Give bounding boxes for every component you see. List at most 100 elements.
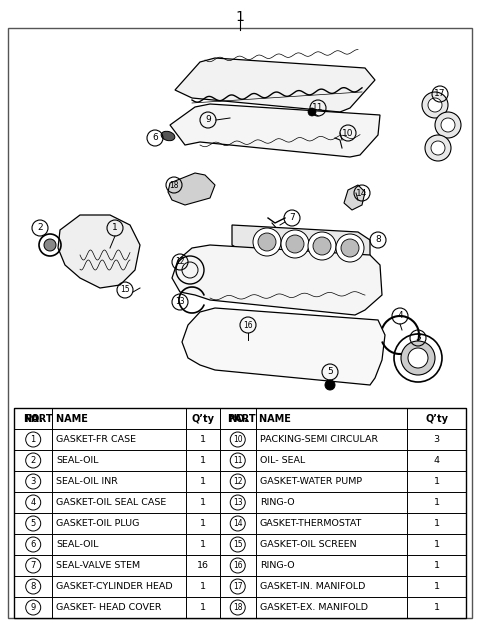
Text: 12: 12 [233,477,242,486]
Text: 2: 2 [37,223,43,232]
Text: PART NAME: PART NAME [228,414,291,424]
Text: 3: 3 [415,334,421,342]
Text: 16: 16 [243,321,253,329]
Text: 9: 9 [31,603,36,612]
Text: 1: 1 [200,435,206,444]
Text: 4: 4 [31,498,36,507]
Text: 16: 16 [197,561,209,570]
Polygon shape [168,173,215,205]
Text: 1: 1 [236,10,244,24]
Circle shape [428,98,442,112]
Text: 13: 13 [233,498,242,507]
Text: 17: 17 [233,582,242,591]
Text: 18: 18 [233,603,242,612]
Text: 1: 1 [112,223,118,232]
Text: 5: 5 [327,367,333,376]
Circle shape [44,239,56,251]
Polygon shape [344,185,365,210]
Circle shape [336,234,364,262]
Polygon shape [232,225,370,260]
Text: GASKET-THERMOSTAT: GASKET-THERMOSTAT [260,519,362,528]
Text: GASKET-OIL SEAL CASE: GASKET-OIL SEAL CASE [57,498,167,507]
Text: 1: 1 [200,582,206,591]
Circle shape [435,112,461,138]
FancyBboxPatch shape [14,408,466,618]
Circle shape [431,141,445,155]
Text: NO.: NO. [228,414,248,424]
Text: 5: 5 [31,519,36,528]
Text: 14: 14 [356,188,368,197]
Polygon shape [172,245,382,315]
Text: 8: 8 [31,582,36,591]
Circle shape [281,230,309,258]
Text: Q’ty: Q’ty [425,414,448,424]
Text: OIL- SEAL: OIL- SEAL [260,456,305,465]
Text: GASKET-EX. MANIFOLD: GASKET-EX. MANIFOLD [260,603,368,612]
Text: 7: 7 [31,561,36,570]
Text: 2: 2 [31,456,36,465]
Circle shape [408,348,428,368]
Text: PACKING-SEMI CIRCULAR: PACKING-SEMI CIRCULAR [260,435,378,444]
Circle shape [341,239,359,257]
Text: 15: 15 [120,285,130,294]
Text: 1: 1 [200,519,206,528]
Text: 1: 1 [433,540,440,549]
Text: 4: 4 [433,456,440,465]
Text: 10: 10 [233,435,242,444]
Circle shape [308,108,316,116]
Text: 1: 1 [433,561,440,570]
Polygon shape [175,58,375,112]
FancyBboxPatch shape [8,28,472,618]
Text: 16: 16 [233,561,242,570]
Text: RING-O: RING-O [260,498,294,507]
Circle shape [258,233,276,251]
Text: 1: 1 [433,519,440,528]
Text: 1: 1 [31,435,36,444]
Text: 1: 1 [433,603,440,612]
Circle shape [253,228,281,256]
Text: Q’ty: Q’ty [191,414,214,424]
Text: 4: 4 [397,312,403,321]
Text: 1: 1 [200,603,206,612]
Text: SEAL-OIL: SEAL-OIL [57,456,99,465]
Text: 10: 10 [342,128,354,138]
Text: SEAL-OIL INR: SEAL-OIL INR [57,477,118,486]
Text: 1: 1 [200,456,206,465]
Text: GASKET-WATER PUMP: GASKET-WATER PUMP [260,477,362,486]
Text: 1: 1 [433,498,440,507]
Text: 3: 3 [31,477,36,486]
Circle shape [441,118,455,132]
Polygon shape [170,104,380,157]
Text: SEAL-OIL: SEAL-OIL [57,540,99,549]
Text: 1: 1 [433,582,440,591]
Text: 15: 15 [233,540,242,549]
Text: 1: 1 [200,477,206,486]
Circle shape [422,92,448,118]
Text: GASKET-FR CASE: GASKET-FR CASE [57,435,136,444]
Ellipse shape [161,131,175,141]
Text: 18: 18 [169,180,179,190]
Text: 11: 11 [233,456,242,465]
Text: 14: 14 [233,519,242,528]
Text: 6: 6 [152,133,158,143]
Text: PART NAME: PART NAME [25,414,88,424]
Circle shape [401,341,435,375]
Text: 1: 1 [200,540,206,549]
Text: GASKET-OIL SCREEN: GASKET-OIL SCREEN [260,540,357,549]
Text: 13: 13 [175,297,185,307]
Text: 11: 11 [312,103,324,113]
Text: NO.: NO. [23,414,43,424]
Text: GASKET-IN. MANIFOLD: GASKET-IN. MANIFOLD [260,582,365,591]
Text: 6: 6 [31,540,36,549]
Circle shape [308,232,336,260]
Circle shape [313,237,331,255]
Text: SEAL-VALVE STEM: SEAL-VALVE STEM [57,561,141,570]
Text: 12: 12 [175,257,185,267]
Circle shape [325,380,335,390]
Text: 1: 1 [433,477,440,486]
Text: RING-O: RING-O [260,561,294,570]
Text: GASKET-CYLINDER HEAD: GASKET-CYLINDER HEAD [57,582,173,591]
Circle shape [286,235,304,253]
Text: 17: 17 [434,90,446,98]
Text: 1: 1 [200,498,206,507]
